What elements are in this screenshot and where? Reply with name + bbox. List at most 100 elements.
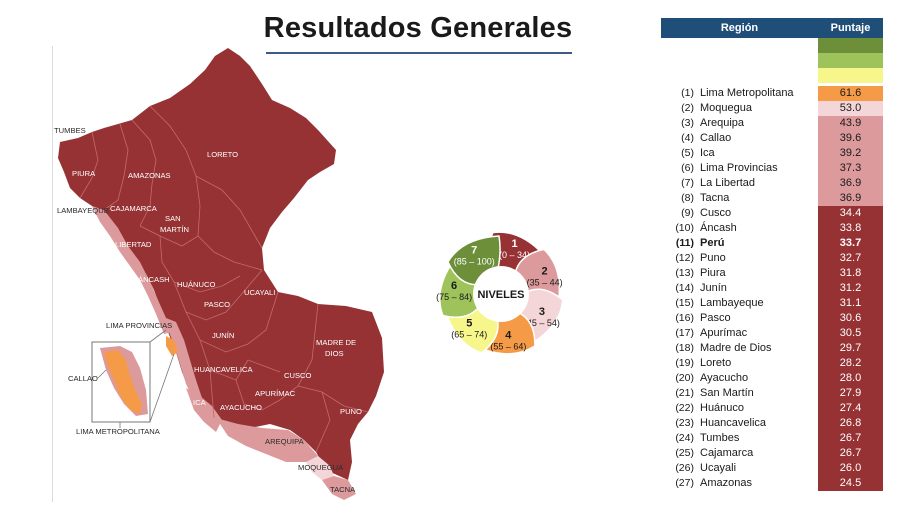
title-underline — [266, 52, 572, 54]
legend-color-row — [661, 53, 883, 68]
score-cell: 27.4 — [818, 401, 883, 416]
table-row: (18) Madre de Dios 29.7 — [661, 341, 883, 356]
table-row: (12) Puno 32.7 — [661, 251, 883, 266]
callao-leader — [97, 369, 107, 379]
region-name: Junín — [700, 282, 727, 294]
map-label: JUNÍN — [212, 331, 234, 340]
rank-number: (15) — [675, 297, 694, 309]
peru-map: TUMBES PIURA LAMBAYEQUE AMAZONAS CAJAMAR… — [54, 48, 384, 500]
table-row: (11) Perú 33.7 — [661, 236, 883, 251]
score-cell: 29.7 — [818, 341, 883, 356]
map-label: UCAYALI — [244, 288, 275, 297]
rank-number: (9) — [681, 207, 694, 219]
region-name: Moquegua — [700, 102, 752, 114]
map-label: HUÁNUCO — [177, 280, 215, 289]
map-label: APURÍMAC — [255, 389, 296, 398]
table-row: (20) Ayacucho 28.0 — [661, 371, 883, 386]
map-label: HUANCAVELICA — [194, 365, 253, 374]
table-row: (9) Cusco 34.4 — [661, 206, 883, 221]
nivel-range: (0 – 34) — [499, 250, 530, 260]
table-row: (22) Huánuco 27.4 — [661, 401, 883, 416]
page-title: Resultados Generales — [263, 12, 573, 44]
score-cell: 53.0 — [818, 101, 883, 116]
inset-connector — [149, 329, 167, 343]
region-tacna — [322, 476, 356, 500]
nivel-range: (85 – 100) — [454, 256, 495, 266]
table-row: (17) Apurímac 30.5 — [661, 326, 883, 341]
region-name: Callao — [700, 132, 732, 144]
header-score: Puntaje — [830, 22, 871, 34]
table-row: (3) Arequipa 43.9 — [661, 116, 883, 131]
map-label: PIURA — [72, 169, 96, 178]
table-row: (10) Áncash 33.8 — [661, 221, 883, 236]
rank-number: (5) — [681, 147, 694, 159]
rank-number: (6) — [681, 162, 694, 174]
nivel-range: (35 – 44) — [527, 278, 563, 288]
nivel-range: (45 – 54) — [524, 318, 560, 328]
score-cell: 26.7 — [818, 431, 883, 446]
map-label: ÁNCASH — [138, 275, 170, 284]
map-label: MADRE DE — [316, 338, 356, 347]
region-name: Amazonas — [700, 477, 752, 489]
rank-number: (26) — [675, 462, 694, 474]
region-name: Apurímac — [700, 327, 748, 339]
region-name: Cusco — [700, 207, 732, 219]
region-name: Ayacucho — [700, 372, 749, 384]
score-cell: 34.4 — [818, 206, 883, 221]
score-cell: 31.2 — [818, 281, 883, 296]
rank-number: (17) — [675, 327, 694, 339]
rank-number: (12) — [675, 252, 694, 264]
nivel-range: (55 – 64) — [490, 341, 526, 351]
header-region: Región — [720, 22, 759, 34]
rank-number: (3) — [681, 117, 694, 129]
map-label: PUNO — [340, 407, 362, 416]
score-cell: 37.3 — [818, 161, 883, 176]
region-name: Áncash — [700, 222, 737, 234]
region-name: Madre de Dios — [700, 342, 772, 354]
region-borders — [79, 105, 369, 453]
score-cell: 26.7 — [818, 446, 883, 461]
table-row: (21) San Martín 27.9 — [661, 386, 883, 401]
score-cell: 36.9 — [818, 191, 883, 206]
map-label: CALLAO — [68, 374, 98, 383]
legend-swatch — [818, 53, 883, 68]
rank-number: (18) — [675, 342, 694, 354]
map-label: AMAZONAS — [128, 171, 171, 180]
table-row: (13) Piura 31.8 — [661, 266, 883, 281]
rank-number: (20) — [675, 372, 694, 384]
table-row: (6) Lima Provincias 37.3 — [661, 161, 883, 176]
score-cell: 39.2 — [818, 146, 883, 161]
legend-color-row — [661, 68, 883, 83]
score-cell: 27.9 — [818, 386, 883, 401]
rank-number: (8) — [681, 192, 694, 204]
score-cell: 24.5 — [818, 476, 883, 491]
nivel-number: 7 — [471, 244, 477, 256]
region-arequipa — [216, 418, 322, 466]
table-row: (5) Ica 39.2 — [661, 146, 883, 161]
rank-number: (19) — [675, 357, 694, 369]
region-lima-metropolitana — [166, 336, 178, 356]
score-cell: 30.5 — [818, 326, 883, 341]
rank-number: (25) — [675, 447, 694, 459]
niveles-petals: 1(0 – 34) 2(35 – 44) 3(45 – 54) 4(55 – 64) 5… — [436, 231, 564, 355]
region-name: Piura — [700, 267, 726, 279]
rank-number: (23) — [675, 417, 694, 429]
rank-number: (2) — [681, 102, 694, 114]
nivel-number: 1 — [511, 238, 517, 250]
table-row: (8) Tacna 36.9 — [661, 191, 883, 206]
map-label: TACNA — [330, 485, 356, 494]
nivel-number: 3 — [539, 306, 545, 318]
inset-lima-metropolitana — [104, 350, 142, 414]
legend-color-row — [661, 38, 883, 53]
map-label: CUSCO — [284, 371, 312, 380]
score-cell: 31.8 — [818, 266, 883, 281]
table-row: (2) Moquegua 53.0 — [661, 101, 883, 116]
rank-number: (24) — [675, 432, 694, 444]
score-cell: 30.6 — [818, 311, 883, 326]
rank-number: (22) — [675, 402, 694, 414]
region-name: Huancavelica — [700, 417, 767, 429]
region-la-libertad — [92, 206, 172, 334]
map-label: TUMBES — [54, 126, 86, 135]
results-table: Región Puntaje (1) Lima Metropolitana 61.6… — [661, 18, 883, 491]
table-row: (7) La Libertad 36.9 — [661, 176, 883, 191]
